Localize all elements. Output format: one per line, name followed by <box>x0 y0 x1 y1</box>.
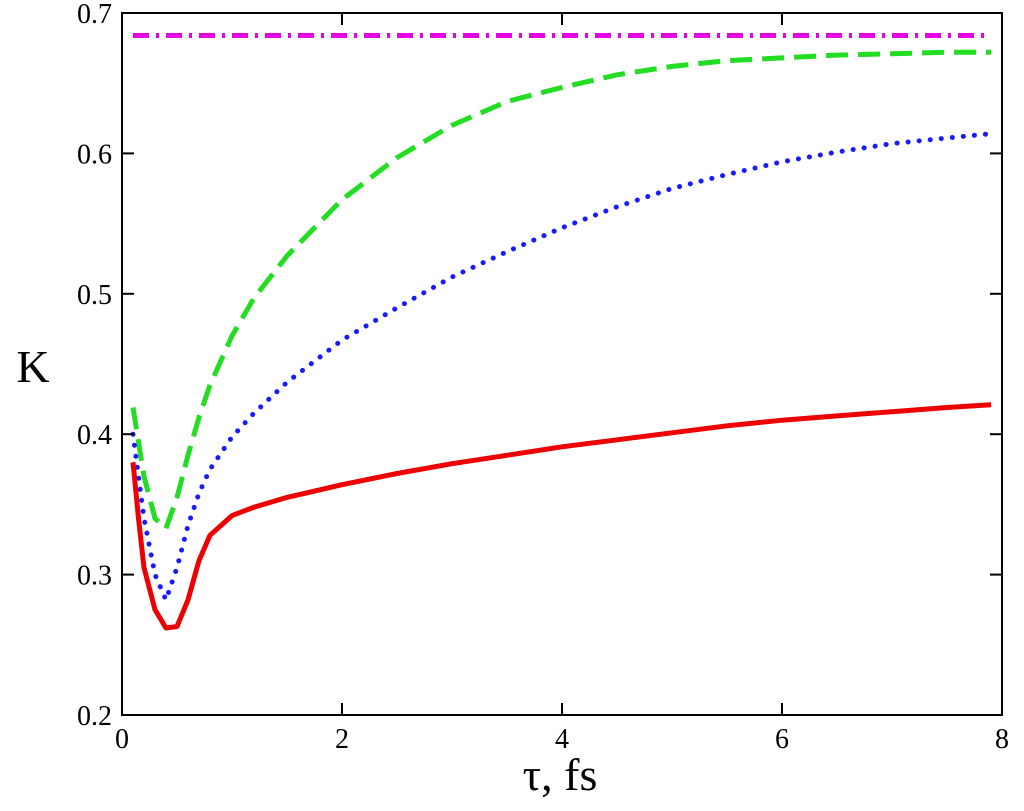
plot-frame <box>121 12 1003 716</box>
x-axis-title: τ, fs <box>523 749 598 800</box>
y-tick-label: 0.2 <box>77 701 112 732</box>
x-tick-label: 0 <box>115 724 129 755</box>
series-line-dashed <box>130 49 991 531</box>
x-tick-label: 4 <box>555 724 569 755</box>
y-tick-label: 0.3 <box>77 561 112 592</box>
y-tick-label: 0.4 <box>77 420 112 451</box>
series-layer <box>130 33 994 631</box>
x-tick-label: 6 <box>775 724 789 755</box>
tick-labels-layer: 0 2 4 6 8 0.2 0.3 0.4 0.5 0.6 0.7 <box>77 0 1009 755</box>
x-tick-label: 8 <box>995 724 1009 755</box>
y-axis-title: K <box>16 341 49 392</box>
y-tick-label: 0.5 <box>77 280 112 311</box>
ticks-layer <box>121 12 1003 716</box>
y-tick-label: 0.6 <box>77 139 112 170</box>
series-line-dotted <box>130 131 994 603</box>
x-tick-label: 2 <box>335 724 349 755</box>
y-tick-label: 0.7 <box>77 0 112 30</box>
series-line-solid <box>130 402 992 631</box>
